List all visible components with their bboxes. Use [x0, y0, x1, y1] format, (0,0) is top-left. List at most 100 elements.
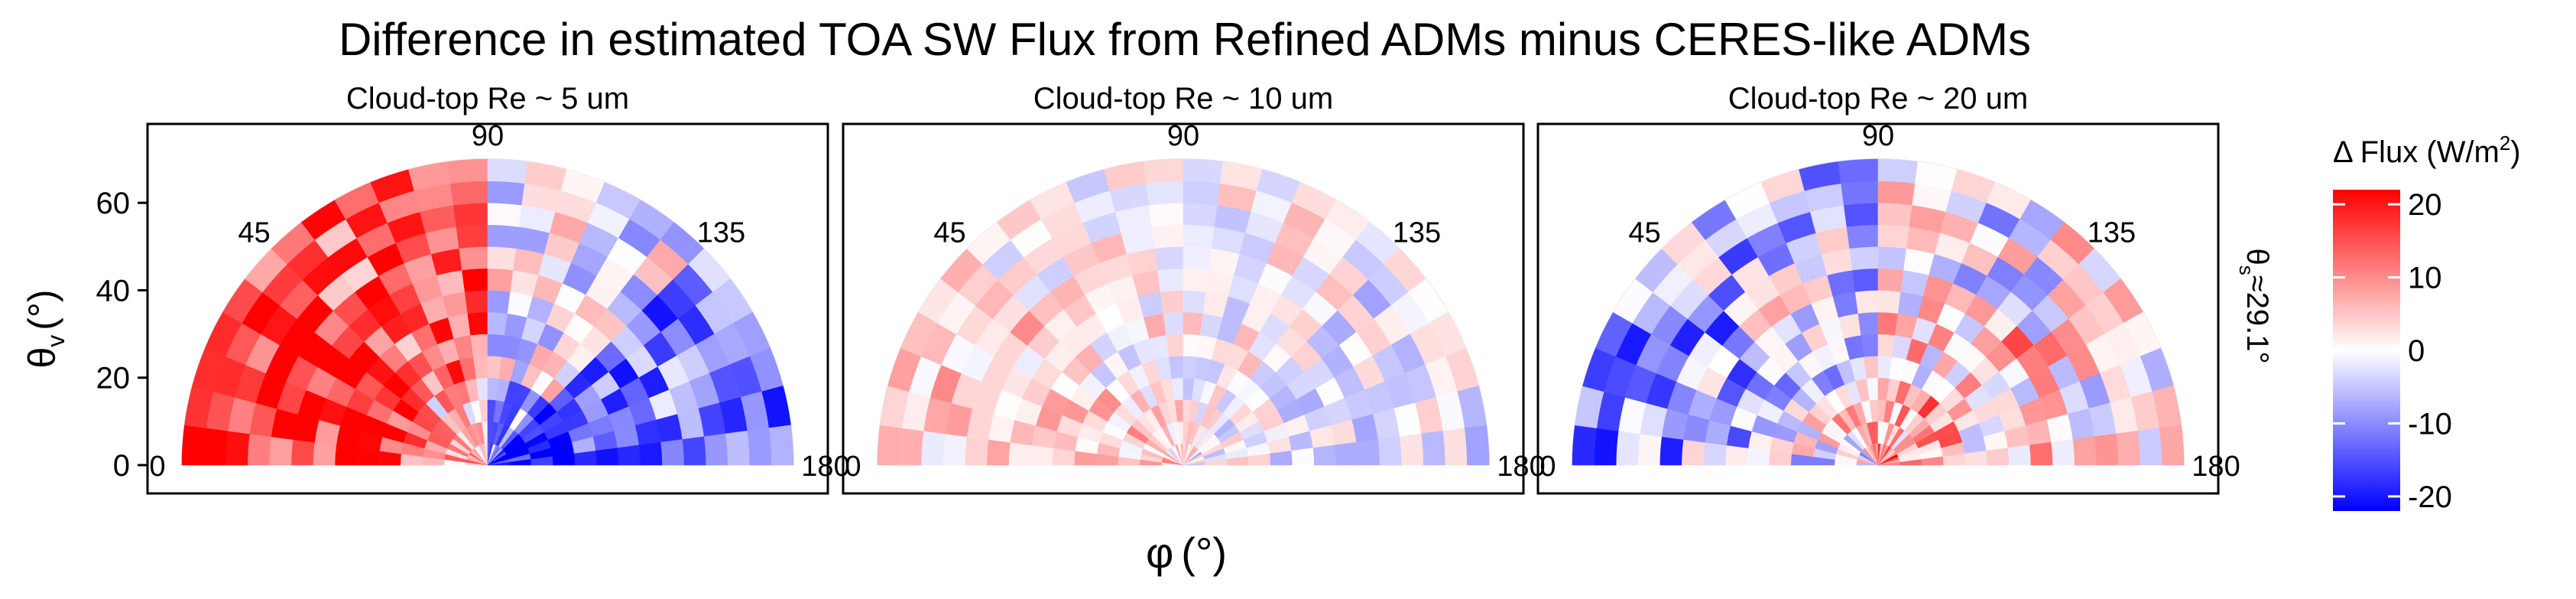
- theta-tick-label: 20: [96, 362, 131, 396]
- phi-tick-label: 90: [472, 120, 504, 152]
- heatmap-cell: [487, 311, 508, 336]
- heatmap-cell: [1183, 224, 1215, 249]
- theta-axis: 0 20 40 60: [96, 187, 148, 483]
- heatmap-cell: [1659, 436, 1684, 466]
- heatmap-cell: [1724, 444, 1749, 466]
- heatmap-cell: [1154, 246, 1184, 271]
- heatmap-cell: [1183, 311, 1204, 336]
- heatmap-cell: [487, 224, 520, 249]
- heatmap-cell: [703, 433, 728, 466]
- heatmap-cell: [1637, 433, 1663, 466]
- heatmap-cell: [942, 433, 968, 466]
- heatmap-cell: [1464, 425, 1490, 466]
- heatmap-cell: [1572, 425, 1598, 466]
- heatmap-cell: [638, 441, 663, 466]
- heatmap-cell: [1183, 202, 1218, 227]
- heatmap-cell: [617, 444, 641, 466]
- phi-tick-label: 90: [1167, 120, 1199, 152]
- heatmap-cell: [1838, 158, 1879, 184]
- heatmap-cell: [447, 158, 488, 184]
- heatmap-cell: [1703, 441, 1728, 466]
- heatmap-cell: [725, 430, 751, 466]
- facet-strip-sub: s: [2235, 265, 2258, 275]
- heatmap-cell: [877, 425, 903, 466]
- colorbar-title-main: Δ Flux (W/m: [2333, 135, 2500, 169]
- heatmap-cell: [203, 428, 229, 466]
- heatmap-cell: [1008, 441, 1033, 466]
- panel-title: Cloud-top Re ~ 20 um: [1728, 82, 2028, 116]
- heatmap-cell: [1183, 268, 1209, 292]
- theta-tick-label: 0: [113, 449, 130, 483]
- heatmap-cells: [1572, 158, 2185, 466]
- phi-tick-label: 0: [1539, 451, 1556, 483]
- theta-tick-label: 40: [96, 274, 131, 308]
- heatmap-cell: [2072, 436, 2097, 466]
- heatmap-cell: [1854, 290, 1879, 314]
- heatmap-cell: [1312, 444, 1337, 466]
- heatmap-cell: [487, 202, 523, 227]
- heatmap-cell: [1852, 268, 1879, 292]
- heatmap-cell: [1594, 428, 1619, 466]
- heatmap-cell: [1877, 224, 1910, 249]
- heatmap-cell: [1877, 246, 1907, 271]
- heatmap-cell: [1163, 311, 1184, 336]
- heatmap-cell: [1615, 430, 1640, 466]
- heatmap-cell: [2159, 425, 2185, 466]
- heatmap-cell: [899, 428, 924, 466]
- phi-tick-label: 90: [1862, 120, 1894, 152]
- polar-panel: Cloud-top Re ~ 20 um 0 45 90 135 180: [1536, 82, 2240, 495]
- heatmap-cell: [1160, 290, 1184, 314]
- heatmap-cells: [877, 158, 1490, 466]
- y-axis-label-unit: (°): [21, 289, 63, 330]
- svg-text:θs≈29.1°: θs≈29.1°: [2235, 248, 2274, 363]
- heatmap-cell: [2094, 433, 2119, 466]
- heatmap-cell: [964, 436, 989, 466]
- heatmap-cell: [487, 158, 528, 184]
- heatmap-cell: [1183, 290, 1207, 314]
- heatmap-cell: [1986, 448, 2010, 466]
- phi-tick-label: 135: [697, 217, 745, 249]
- phi-tick-label: 135: [1393, 217, 1441, 249]
- heatmap-cell: [1843, 202, 1879, 227]
- heatmap-cell: [462, 268, 488, 292]
- heatmap-cell: [453, 202, 488, 227]
- heatmap-cell: [1857, 311, 1879, 336]
- heatmap-cell: [1442, 428, 1468, 466]
- heatmap-cell: [290, 439, 315, 466]
- heatmap-cell: [1877, 311, 1899, 336]
- heatmap-cell: [181, 425, 207, 466]
- facet-strip-value: ≈29.1°: [2240, 275, 2274, 364]
- heatmap-cell: [682, 436, 707, 466]
- heatmap-cell: [986, 439, 1011, 466]
- x-axis-label-symbol: φ: [1146, 529, 1173, 577]
- heatmap-cell: [1681, 439, 1705, 466]
- heatmap-cell: [1291, 448, 1315, 466]
- heatmap-cell: [1166, 334, 1184, 357]
- phi-tick-label: 45: [1628, 217, 1660, 249]
- heatmap-cell: [470, 334, 488, 357]
- polar-panel: Cloud-top Re ~ 5 um 0 45 90 135 180: [146, 82, 850, 495]
- heatmap-cell: [1030, 444, 1054, 466]
- heatmap-cell: [1356, 439, 1380, 466]
- heatmap-cell: [456, 224, 488, 249]
- heatmap-cell: [487, 181, 525, 206]
- x-axis-label: φ (°): [1146, 529, 1227, 577]
- heatmap-cell: [467, 311, 488, 336]
- heatmap-cell: [1151, 224, 1184, 249]
- theta-tick-label: 60: [96, 187, 131, 220]
- heatmap-cell: [313, 441, 337, 466]
- heatmap-cell: [225, 430, 250, 466]
- heatmap-cell: [2007, 444, 2032, 466]
- heatmap-cell: [2029, 441, 2053, 466]
- heatmap-cell: [1183, 181, 1221, 206]
- panels: Cloud-top Re ~ 5 um04590135180Cloud-top …: [96, 82, 2240, 495]
- heatmap-cell: [1846, 224, 1879, 249]
- heatmap-cell: [1183, 158, 1224, 184]
- heatmap-cell: [747, 428, 772, 466]
- y-axis-label-sub: v: [42, 335, 70, 347]
- panel-frame: [146, 122, 829, 495]
- heatmap-cell: [2137, 428, 2162, 466]
- heatmap-cell: [768, 425, 794, 466]
